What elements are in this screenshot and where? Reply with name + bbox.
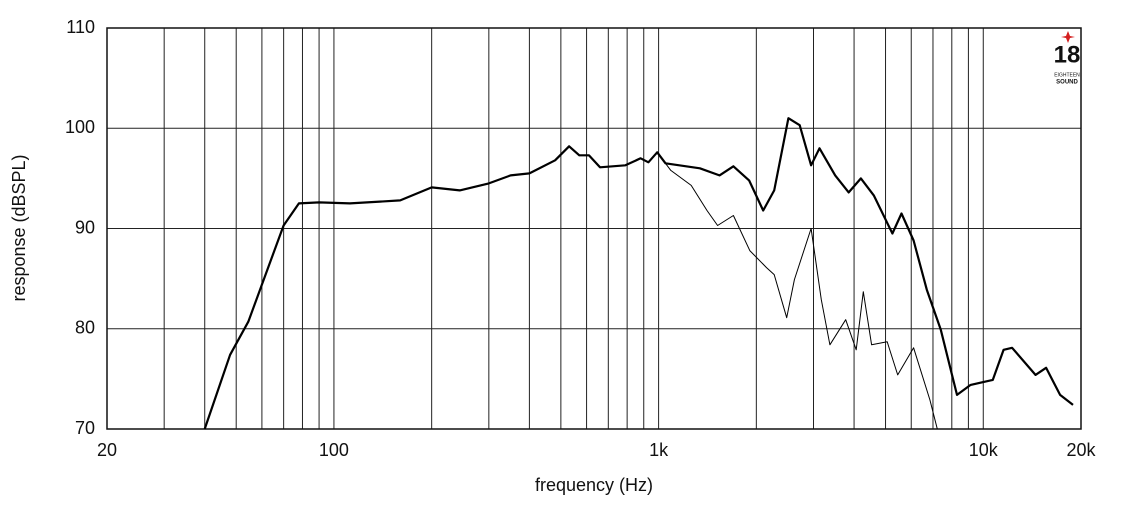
y-tick-label: 90 bbox=[75, 217, 95, 237]
logo-text: EIGHTEEN bbox=[1054, 72, 1080, 78]
response-line bbox=[203, 117, 1074, 430]
x-tick-label: 20 bbox=[97, 440, 117, 460]
y-tick-label: 110 bbox=[66, 17, 95, 37]
x-tick-label: 1k bbox=[649, 440, 669, 460]
logo-star bbox=[1061, 31, 1075, 43]
x-tick-label: 20k bbox=[1066, 440, 1096, 460]
x-axis-label: frequency (Hz) bbox=[535, 475, 653, 495]
y-axis-label: response (dBSPL) bbox=[9, 154, 29, 301]
logo: 18 EIGHTEEN SOUND bbox=[1054, 31, 1081, 86]
logo-number: 18 bbox=[1054, 41, 1081, 68]
y-tick-label: 70 bbox=[75, 418, 95, 438]
x-tick-label: 100 bbox=[319, 440, 349, 460]
x-tick-label: 10k bbox=[969, 440, 999, 460]
y-tick-label: 100 bbox=[65, 117, 95, 137]
logo-text: SOUND bbox=[1056, 80, 1078, 86]
plot-frame bbox=[106, 27, 1082, 430]
response-line bbox=[656, 151, 938, 430]
y-tick-label: 80 bbox=[75, 318, 95, 338]
